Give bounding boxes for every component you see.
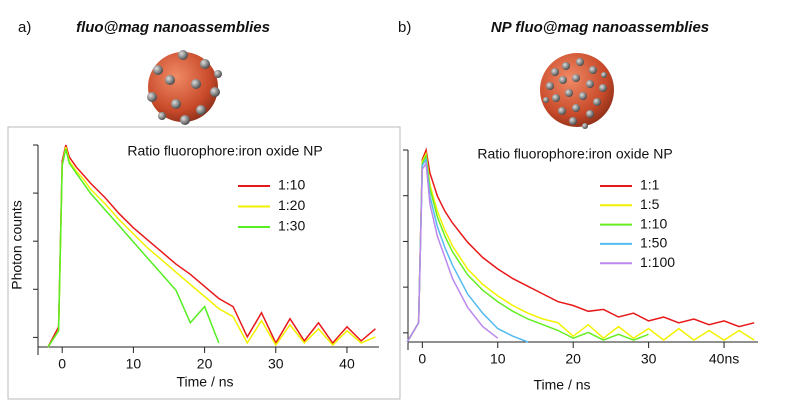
x-tick-label: 40ns (709, 351, 739, 367)
panel-letter: b) (398, 19, 411, 36)
panel-title: NP fluo@mag nanoassemblies (491, 19, 709, 36)
legend-label: 1:30 (278, 218, 305, 234)
x-axis-label: Time / ns (533, 377, 590, 393)
x-tick-label: 10 (126, 356, 142, 372)
x-tick-label: 30 (268, 356, 284, 372)
x-tick-label: 40 (339, 356, 355, 372)
legend-title: Ratio fluorophore:iron oxide NP (477, 146, 672, 162)
series-line (47, 148, 220, 348)
x-tick-label: 20 (197, 356, 213, 372)
legend-title: Ratio fluorophore:iron oxide NP (127, 143, 322, 159)
legend-label: 1:20 (278, 197, 305, 213)
series-line (406, 161, 499, 343)
series-line (47, 146, 376, 348)
legend-label: 1:5 (640, 196, 660, 212)
nanoassembly-icon (540, 53, 614, 129)
x-axis-label: Time / ns (176, 374, 233, 390)
series-line (406, 151, 755, 343)
x-tick-label: 0 (418, 351, 426, 367)
series-line (406, 147, 755, 343)
legend-label: 1:100 (640, 254, 675, 270)
series-line (47, 144, 376, 348)
legend-label: 1:1 (640, 177, 660, 193)
panel-frame (7, 126, 401, 400)
legend-label: 1:10 (278, 177, 305, 193)
x-tick-label: 30 (641, 351, 657, 367)
x-tick-label: 20 (565, 351, 581, 367)
nanoassembly-icon (147, 50, 222, 125)
series-line (406, 157, 529, 343)
panel-letter: a) (18, 19, 31, 36)
panel-title: fluo@mag nanoassemblies (76, 19, 270, 36)
legend-label: 1:50 (640, 235, 667, 251)
legend-label: 1:10 (640, 215, 667, 231)
y-axis-label: Photon counts (9, 200, 25, 290)
x-tick-label: 10 (490, 351, 506, 367)
x-tick-label: 0 (58, 356, 66, 372)
